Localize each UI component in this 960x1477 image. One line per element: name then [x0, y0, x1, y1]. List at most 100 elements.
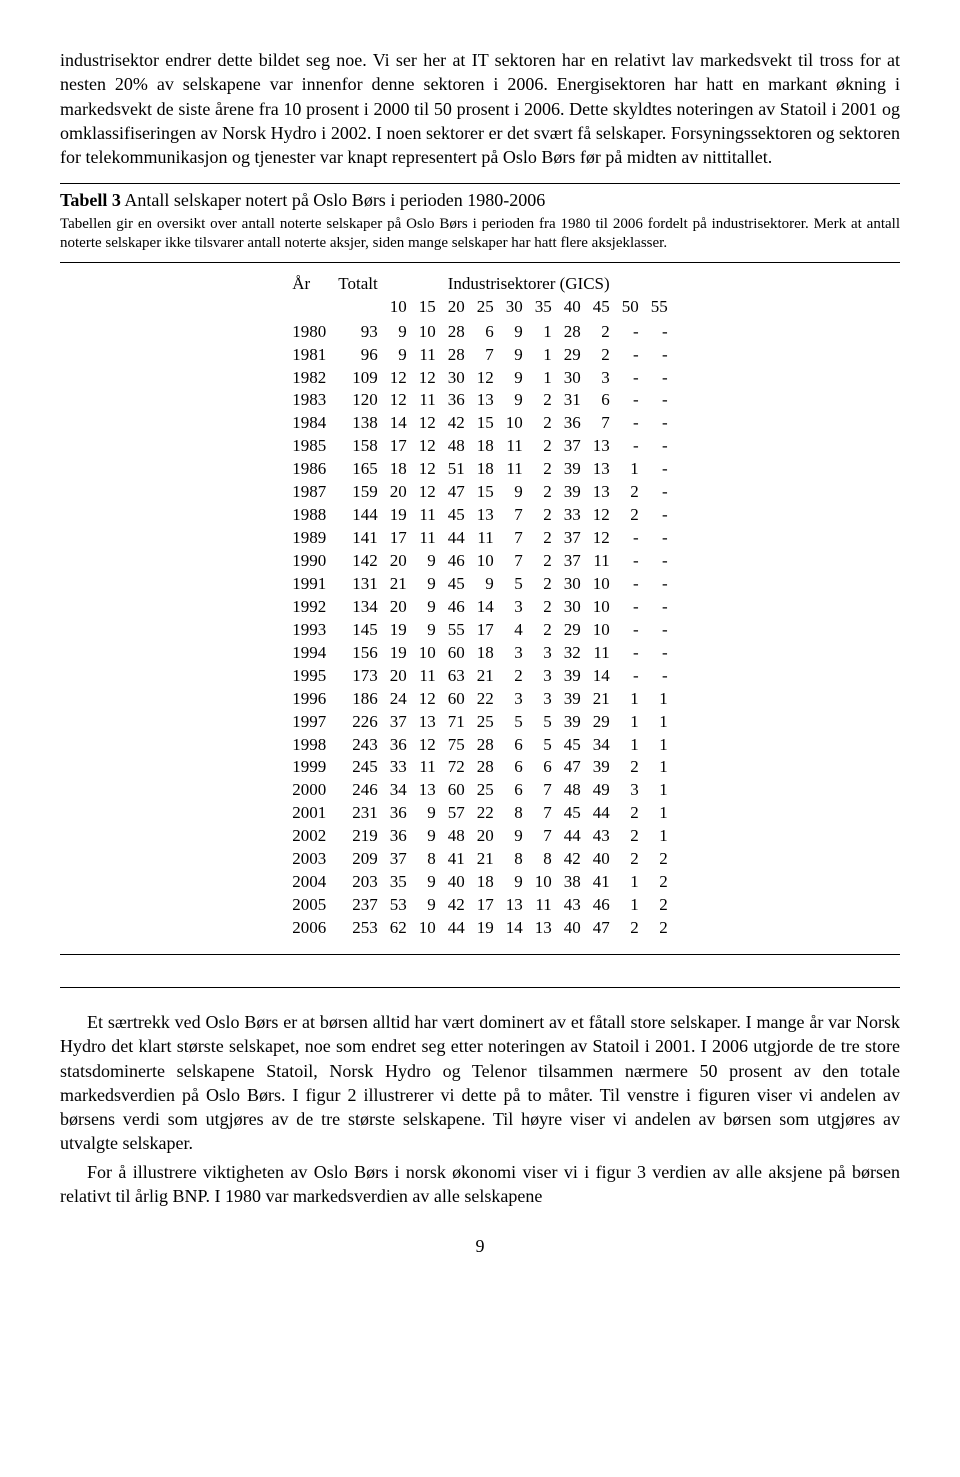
value-cell: 2 [529, 389, 558, 412]
table-caption: Tabellen gir en oversikt over antall not… [60, 215, 900, 263]
value-cell: 25 [471, 711, 500, 734]
value-cell: 1 [645, 688, 674, 711]
total-cell: 226 [332, 711, 383, 734]
value-cell: 3 [587, 367, 616, 390]
value-cell: 13 [413, 779, 442, 802]
value-cell: 10 [413, 917, 442, 940]
year-cell: 2003 [286, 848, 332, 871]
value-cell: 40 [558, 917, 587, 940]
total-cell: 203 [332, 871, 383, 894]
data-table: År Totalt Industrisektorer (GICS) 101520… [286, 273, 673, 940]
total-cell: 173 [332, 665, 383, 688]
value-cell: 9 [500, 389, 529, 412]
value-cell: 2 [616, 481, 645, 504]
value-cell: - [616, 344, 645, 367]
value-cell: 4 [500, 619, 529, 642]
value-cell: 9 [500, 825, 529, 848]
total-cell: 246 [332, 779, 383, 802]
value-cell: 21 [384, 573, 413, 596]
data-table-wrapper: År Totalt Industrisektorer (GICS) 101520… [60, 273, 900, 940]
total-cell: 134 [332, 596, 383, 619]
value-cell: 1 [529, 367, 558, 390]
value-cell: 10 [587, 573, 616, 596]
year-cell: 1997 [286, 711, 332, 734]
value-cell: - [616, 389, 645, 412]
value-cell: - [616, 527, 645, 550]
value-cell: 9 [413, 871, 442, 894]
value-cell: 36 [384, 802, 413, 825]
value-cell: 2 [616, 848, 645, 871]
table-rule [60, 954, 900, 963]
table-row: 2001231369572287454421 [286, 802, 673, 825]
value-cell: 2 [529, 481, 558, 504]
value-cell: 1 [645, 734, 674, 757]
value-cell: 2 [529, 435, 558, 458]
year-cell: 2002 [286, 825, 332, 848]
value-cell: 1 [616, 871, 645, 894]
value-cell: 1 [645, 711, 674, 734]
value-cell: 48 [442, 435, 471, 458]
value-cell: 6 [500, 734, 529, 757]
value-cell: 46 [442, 596, 471, 619]
value-cell: 29 [558, 619, 587, 642]
value-cell: 17 [471, 894, 500, 917]
value-cell: - [616, 642, 645, 665]
table-row: 19972263713712555392911 [286, 711, 673, 734]
value-cell: - [645, 550, 674, 573]
value-cell: 12 [413, 367, 442, 390]
value-cell: 2 [529, 550, 558, 573]
value-cell: 9 [500, 344, 529, 367]
value-cell: 40 [587, 848, 616, 871]
value-cell: 7 [529, 802, 558, 825]
value-cell: 2 [529, 412, 558, 435]
value-cell: 41 [442, 848, 471, 871]
value-cell: 13 [500, 894, 529, 917]
value-cell: 9 [500, 367, 529, 390]
value-cell: 2 [645, 848, 674, 871]
value-cell: 11 [413, 344, 442, 367]
value-cell: 13 [587, 458, 616, 481]
value-cell: 30 [558, 367, 587, 390]
value-cell: 2 [529, 619, 558, 642]
value-cell: 43 [558, 894, 587, 917]
value-cell: 13 [529, 917, 558, 940]
value-cell: 2 [587, 344, 616, 367]
value-cell: 72 [442, 756, 471, 779]
value-cell: 32 [558, 642, 587, 665]
value-cell: 28 [471, 734, 500, 757]
value-cell: 22 [471, 688, 500, 711]
value-cell: - [616, 573, 645, 596]
blank-cell [332, 296, 383, 319]
total-cell: 159 [332, 481, 383, 504]
year-cell: 1989 [286, 527, 332, 550]
value-cell: 39 [558, 688, 587, 711]
value-cell: 2 [529, 527, 558, 550]
value-cell: 13 [587, 435, 616, 458]
value-cell: 29 [558, 344, 587, 367]
value-cell: - [645, 642, 674, 665]
value-cell: 18 [471, 642, 500, 665]
value-cell: 5 [500, 573, 529, 596]
value-cell: 1 [616, 894, 645, 917]
value-cell: 3 [500, 596, 529, 619]
value-cell: 3 [500, 642, 529, 665]
value-cell: 37 [558, 527, 587, 550]
value-cell: 1 [616, 688, 645, 711]
value-cell: 8 [500, 848, 529, 871]
value-cell: 9 [413, 894, 442, 917]
table-row: 19819691128791292-- [286, 344, 673, 367]
value-cell: 39 [558, 665, 587, 688]
value-cell: 49 [587, 779, 616, 802]
year-cell: 1983 [286, 389, 332, 412]
value-cell: 12 [413, 734, 442, 757]
value-cell: 8 [413, 848, 442, 871]
value-cell: 35 [384, 871, 413, 894]
value-cell: 14 [587, 665, 616, 688]
value-cell: 2 [616, 504, 645, 527]
value-cell: 5 [529, 734, 558, 757]
value-cell: 39 [558, 711, 587, 734]
table-row: 19809391028691282-- [286, 319, 673, 344]
table-row: 198413814124215102367-- [286, 412, 673, 435]
value-cell: 9 [413, 550, 442, 573]
total-cell: 158 [332, 435, 383, 458]
